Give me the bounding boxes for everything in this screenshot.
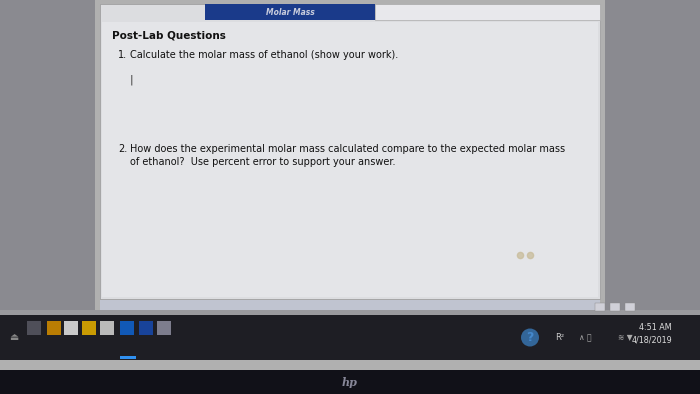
- Bar: [0, 315, 700, 360]
- Bar: [100, 300, 600, 310]
- Bar: [120, 356, 136, 359]
- Text: How does the experimental molar mass calculated compare to the expected molar ma: How does the experimental molar mass cal…: [130, 144, 565, 154]
- Text: |: |: [130, 74, 134, 84]
- Text: Post-Lab Questions: Post-Lab Questions: [112, 30, 226, 40]
- Bar: [0, 0, 95, 310]
- Bar: [605, 0, 700, 310]
- Bar: [139, 321, 153, 335]
- Text: ?: ?: [526, 331, 533, 344]
- Text: Calculate the molar mass of ethanol (show your work).: Calculate the molar mass of ethanol (sho…: [130, 50, 398, 60]
- Bar: [100, 321, 114, 335]
- Bar: [625, 303, 635, 311]
- Text: ∧ 🔈: ∧ 🔈: [579, 333, 592, 342]
- Text: of ethanol?  Use percent error to support your answer.: of ethanol? Use percent error to support…: [130, 157, 395, 167]
- Bar: [82, 321, 96, 335]
- Text: Molar Mass: Molar Mass: [265, 7, 314, 17]
- Text: ⏏: ⏏: [9, 333, 19, 342]
- Text: 2.: 2.: [118, 144, 127, 154]
- Bar: [64, 321, 78, 335]
- Bar: [610, 303, 620, 311]
- Text: 1.: 1.: [118, 50, 127, 60]
- Text: R²: R²: [555, 333, 565, 342]
- Text: hp: hp: [342, 377, 358, 388]
- Bar: [47, 321, 61, 335]
- Text: ≋ ▼: ≋ ▼: [617, 333, 632, 342]
- Bar: [205, 4, 375, 20]
- Bar: [595, 303, 605, 311]
- Bar: [375, 4, 600, 20]
- Bar: [100, 4, 600, 299]
- Bar: [157, 321, 171, 335]
- Bar: [27, 321, 41, 335]
- Bar: [0, 370, 700, 394]
- Text: 4:51 AM
4/18/2019: 4:51 AM 4/18/2019: [631, 323, 672, 344]
- Bar: [120, 321, 134, 335]
- Bar: [102, 22, 598, 297]
- Bar: [0, 310, 700, 315]
